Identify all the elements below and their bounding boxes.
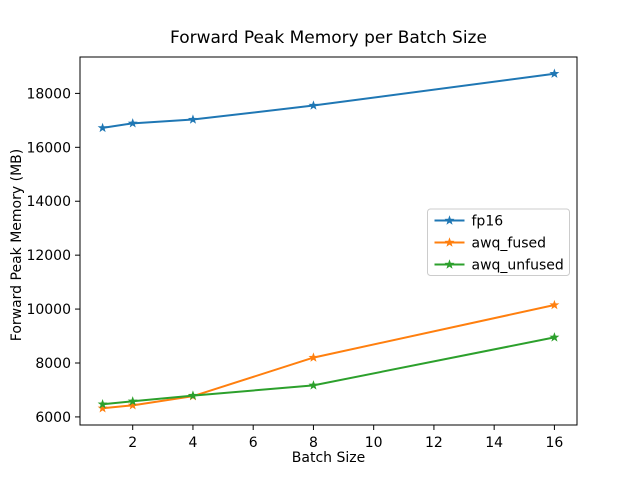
data-point-marker (308, 100, 319, 110)
legend-label: fp16 (472, 214, 504, 230)
series-awq_fused (97, 299, 560, 413)
y-tick-label: 16000 (26, 140, 71, 156)
chart-title: Forward Peak Memory per Batch Size (170, 28, 487, 48)
plot-border (79, 56, 578, 426)
series-line (101, 72, 556, 129)
data-point-marker (127, 396, 138, 406)
x-axis: 2 4 6 8 10 12 14 16 (128, 425, 563, 451)
series-line (101, 336, 556, 406)
x-tick-label: 6 (249, 435, 258, 451)
y-tick-label: 12000 (26, 248, 71, 264)
series-awq_unfused (97, 332, 560, 409)
data-point-marker (127, 118, 138, 128)
legend-label: awq_fused (472, 236, 547, 252)
series-line (101, 304, 556, 410)
data-point-marker (97, 122, 108, 133)
y-tick-label: 18000 (26, 86, 71, 102)
data-point-marker (308, 380, 319, 390)
legend-sample-marker (444, 237, 455, 247)
series-fp16 (97, 68, 560, 133)
legend: fp16 awq_fused awq_unfused (427, 208, 570, 276)
legend-label: awq_unfused (472, 258, 564, 274)
x-tick-label: 10 (365, 435, 383, 451)
data-point-marker (188, 390, 198, 400)
y-tick-label: 6000 (35, 410, 71, 426)
y-tick-label: 10000 (26, 302, 71, 318)
data-point-marker (97, 403, 108, 413)
legend-sample-marker (444, 259, 455, 269)
data-point-marker (549, 68, 560, 78)
x-tick-label: 2 (128, 435, 137, 451)
legend-entry-awq_fused: awq_fused (434, 236, 547, 252)
x-tick-label: 12 (425, 435, 443, 451)
data-point-marker (549, 299, 560, 310)
legend-entry-awq_unfused: awq_unfused (434, 258, 564, 274)
data-point-marker (308, 352, 319, 362)
x-axis-label: Batch Size (291, 450, 366, 466)
legend-box (427, 208, 570, 276)
y-axis: 6000 8000 10000 12000 14000 16000 18000 (26, 86, 80, 426)
data-point-marker (549, 332, 560, 342)
x-tick-label: 4 (188, 435, 197, 451)
x-tick-label: 14 (485, 435, 503, 451)
data-point-marker (188, 114, 198, 124)
y-tick-label: 14000 (26, 194, 71, 210)
x-tick-label: 8 (309, 435, 318, 451)
data-point-marker (127, 400, 138, 410)
data-point-marker (97, 399, 108, 409)
y-tick-label: 8000 (35, 356, 71, 372)
legend-entry-fp16: fp16 (434, 214, 504, 230)
legend-sample-marker (444, 215, 455, 225)
x-tick-label: 16 (545, 435, 563, 451)
